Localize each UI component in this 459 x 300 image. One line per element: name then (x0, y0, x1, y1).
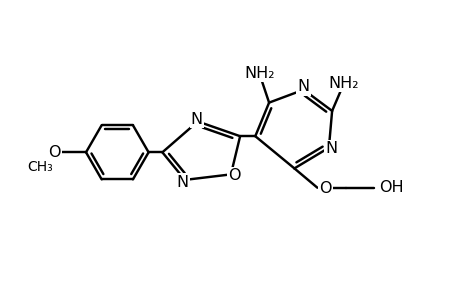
Text: N: N (297, 80, 309, 94)
Text: N: N (176, 175, 188, 190)
Text: N: N (190, 112, 202, 127)
Text: O: O (319, 181, 331, 196)
Text: OH: OH (378, 180, 403, 195)
Text: O: O (228, 168, 241, 183)
Text: NH₂: NH₂ (244, 66, 274, 81)
Text: N: N (325, 141, 337, 156)
Text: O: O (48, 145, 60, 160)
Text: NH₂: NH₂ (328, 76, 358, 91)
Text: CH₃: CH₃ (27, 160, 53, 175)
